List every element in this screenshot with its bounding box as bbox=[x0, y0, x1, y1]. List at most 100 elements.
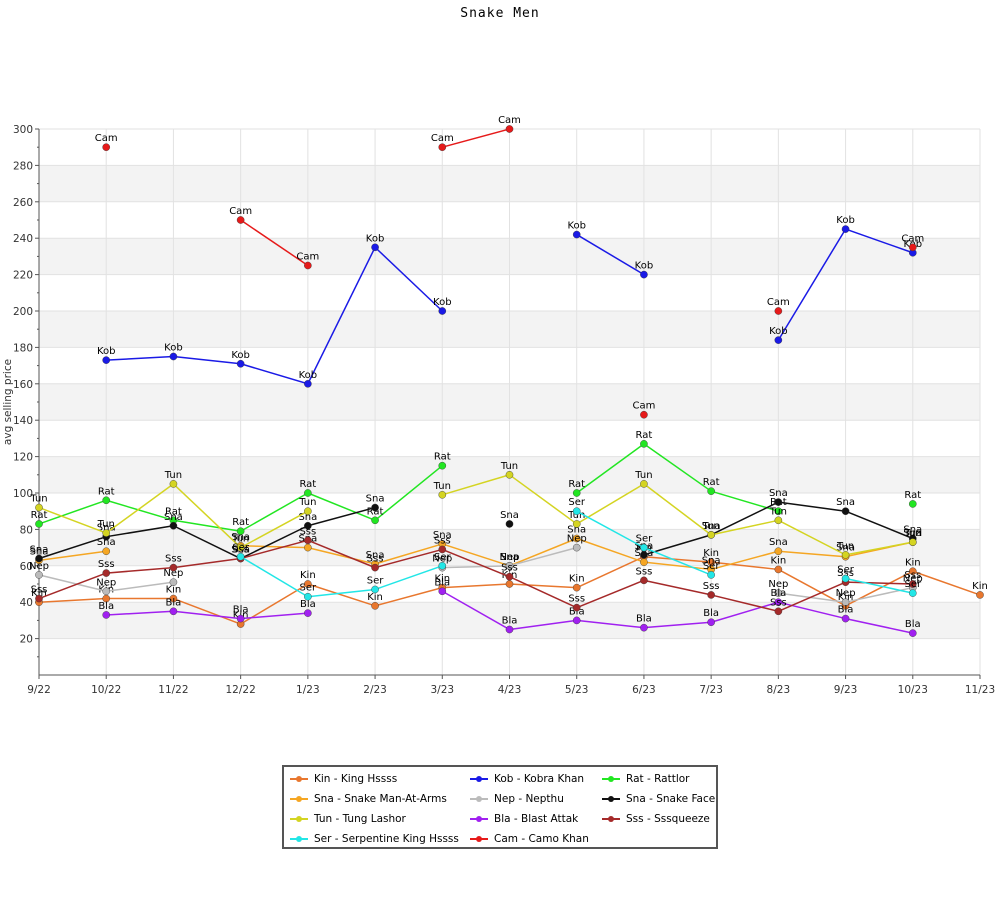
series-line-segment bbox=[845, 577, 913, 594]
data-label: Ser bbox=[434, 552, 452, 563]
legend-swatch bbox=[602, 795, 620, 803]
data-point bbox=[371, 503, 379, 512]
data-point bbox=[371, 602, 379, 610]
series-line-segment bbox=[38, 574, 107, 593]
legend-label: Ser - Serpentine King Hssss bbox=[314, 833, 459, 845]
series-line-segment bbox=[240, 510, 309, 549]
data-point bbox=[438, 461, 447, 470]
data-point bbox=[102, 611, 111, 619]
data-point bbox=[908, 580, 917, 588]
data-label: Tun bbox=[231, 534, 249, 545]
data-label: Sss bbox=[703, 581, 720, 592]
data-point bbox=[640, 543, 648, 552]
data-point bbox=[236, 216, 245, 224]
data-label: Bla bbox=[703, 608, 719, 619]
y-tick-label: 180 bbox=[13, 342, 33, 354]
series-line-segment bbox=[105, 483, 174, 534]
data-label: Sna bbox=[702, 555, 721, 566]
data-label: Kin bbox=[434, 574, 450, 585]
series-tun-6: Tun Tun Tun Tun Tun Tun Tun Tun Tun Tun Tun Tun Tun bbox=[29, 461, 921, 559]
data-label: Rat bbox=[98, 486, 115, 497]
data-label: Kob bbox=[635, 261, 654, 272]
legend-swatch bbox=[290, 795, 308, 803]
data-label: Sss bbox=[232, 545, 249, 556]
data-point bbox=[640, 270, 648, 279]
data-label: Bla bbox=[233, 605, 249, 616]
x-tick-label: 9/23 bbox=[834, 684, 858, 696]
x-tick-label: 6/23 bbox=[632, 684, 656, 696]
data-label: Sna bbox=[97, 537, 116, 548]
series-line-segment bbox=[711, 561, 779, 571]
data-label: Bla bbox=[300, 599, 316, 610]
data-point bbox=[707, 487, 715, 495]
legend-item: Ser - Serpentine King Hssss bbox=[290, 833, 459, 845]
data-point bbox=[707, 531, 715, 539]
data-label: Nep bbox=[163, 568, 183, 579]
data-point bbox=[640, 410, 648, 419]
data-label: Sna bbox=[366, 550, 385, 561]
data-label: Sna bbox=[567, 525, 586, 536]
series-line-segment bbox=[307, 588, 376, 598]
y-tick-label: 60 bbox=[20, 561, 33, 573]
data-point bbox=[371, 516, 379, 525]
series-cam-10: Cam Cam Cam Cam Cam Cam Cam Cam bbox=[95, 115, 924, 419]
legend-label: Kin - King Hssss bbox=[314, 773, 398, 785]
series-line-segment bbox=[240, 492, 309, 532]
x-tick-label: 12/22 bbox=[226, 684, 256, 696]
series-line-segment bbox=[778, 501, 846, 512]
data-label: Nep bbox=[96, 577, 116, 588]
series-line-segment bbox=[106, 355, 174, 361]
data-point bbox=[976, 591, 984, 599]
legend-item: Cam - Camo Khan bbox=[470, 833, 589, 845]
series-nep-4: Nep Nep Nep Nep Nep Nep Nep Nep Nep bbox=[29, 534, 923, 607]
data-label: Tun bbox=[500, 461, 518, 472]
data-point bbox=[236, 614, 245, 623]
data-point bbox=[908, 538, 917, 546]
series-line-segment bbox=[576, 619, 645, 629]
x-tick-label: 2/23 bbox=[363, 684, 387, 696]
series-line-segment bbox=[307, 492, 376, 521]
series-line-segment bbox=[240, 539, 309, 560]
data-label: Bla bbox=[434, 577, 450, 588]
data-label: Rat bbox=[568, 479, 585, 490]
series-line-segment bbox=[777, 228, 847, 341]
legend-swatch bbox=[290, 815, 308, 823]
data-point bbox=[908, 567, 917, 576]
data-point bbox=[505, 470, 514, 479]
data-label: Ser bbox=[568, 497, 586, 508]
series-line-segment bbox=[643, 443, 712, 492]
data-point bbox=[505, 125, 514, 133]
data-label: Sna bbox=[500, 552, 519, 563]
data-label: Kin bbox=[300, 570, 316, 581]
data-point bbox=[236, 552, 245, 561]
series-line-segment bbox=[173, 557, 241, 569]
data-label: Cam bbox=[95, 133, 118, 144]
legend-item: Kob - Kobra Khan bbox=[470, 773, 584, 785]
series-line-segment bbox=[442, 583, 510, 589]
series-line-segment bbox=[240, 219, 309, 267]
series-line-segment bbox=[106, 581, 174, 593]
series-line-segment bbox=[912, 570, 981, 596]
series-line-segment bbox=[38, 506, 107, 534]
data-label: Tun bbox=[702, 521, 720, 532]
data-label: Kin bbox=[972, 581, 988, 592]
series-line-segment bbox=[240, 612, 308, 620]
series-line-segment bbox=[374, 586, 443, 607]
data-label: Kob bbox=[164, 343, 183, 354]
legend-swatch bbox=[470, 835, 488, 843]
data-label: Kin bbox=[905, 557, 921, 568]
legend-item: Kin - King Hssss bbox=[290, 773, 397, 785]
y-tick-label: 240 bbox=[13, 233, 33, 245]
data-label: Sss bbox=[501, 563, 518, 574]
data-label: Rat bbox=[636, 430, 653, 441]
data-point bbox=[438, 562, 447, 570]
series-line-segment bbox=[576, 510, 645, 549]
series-line-segment bbox=[778, 592, 846, 603]
data-label: Ser bbox=[367, 575, 385, 586]
data-point bbox=[774, 498, 783, 506]
data-label: Cam bbox=[296, 252, 319, 263]
data-label: Sna bbox=[298, 512, 317, 523]
data-label: Nep bbox=[567, 534, 587, 545]
data-label: Tun bbox=[836, 541, 854, 552]
data-label: Sna bbox=[702, 521, 721, 532]
